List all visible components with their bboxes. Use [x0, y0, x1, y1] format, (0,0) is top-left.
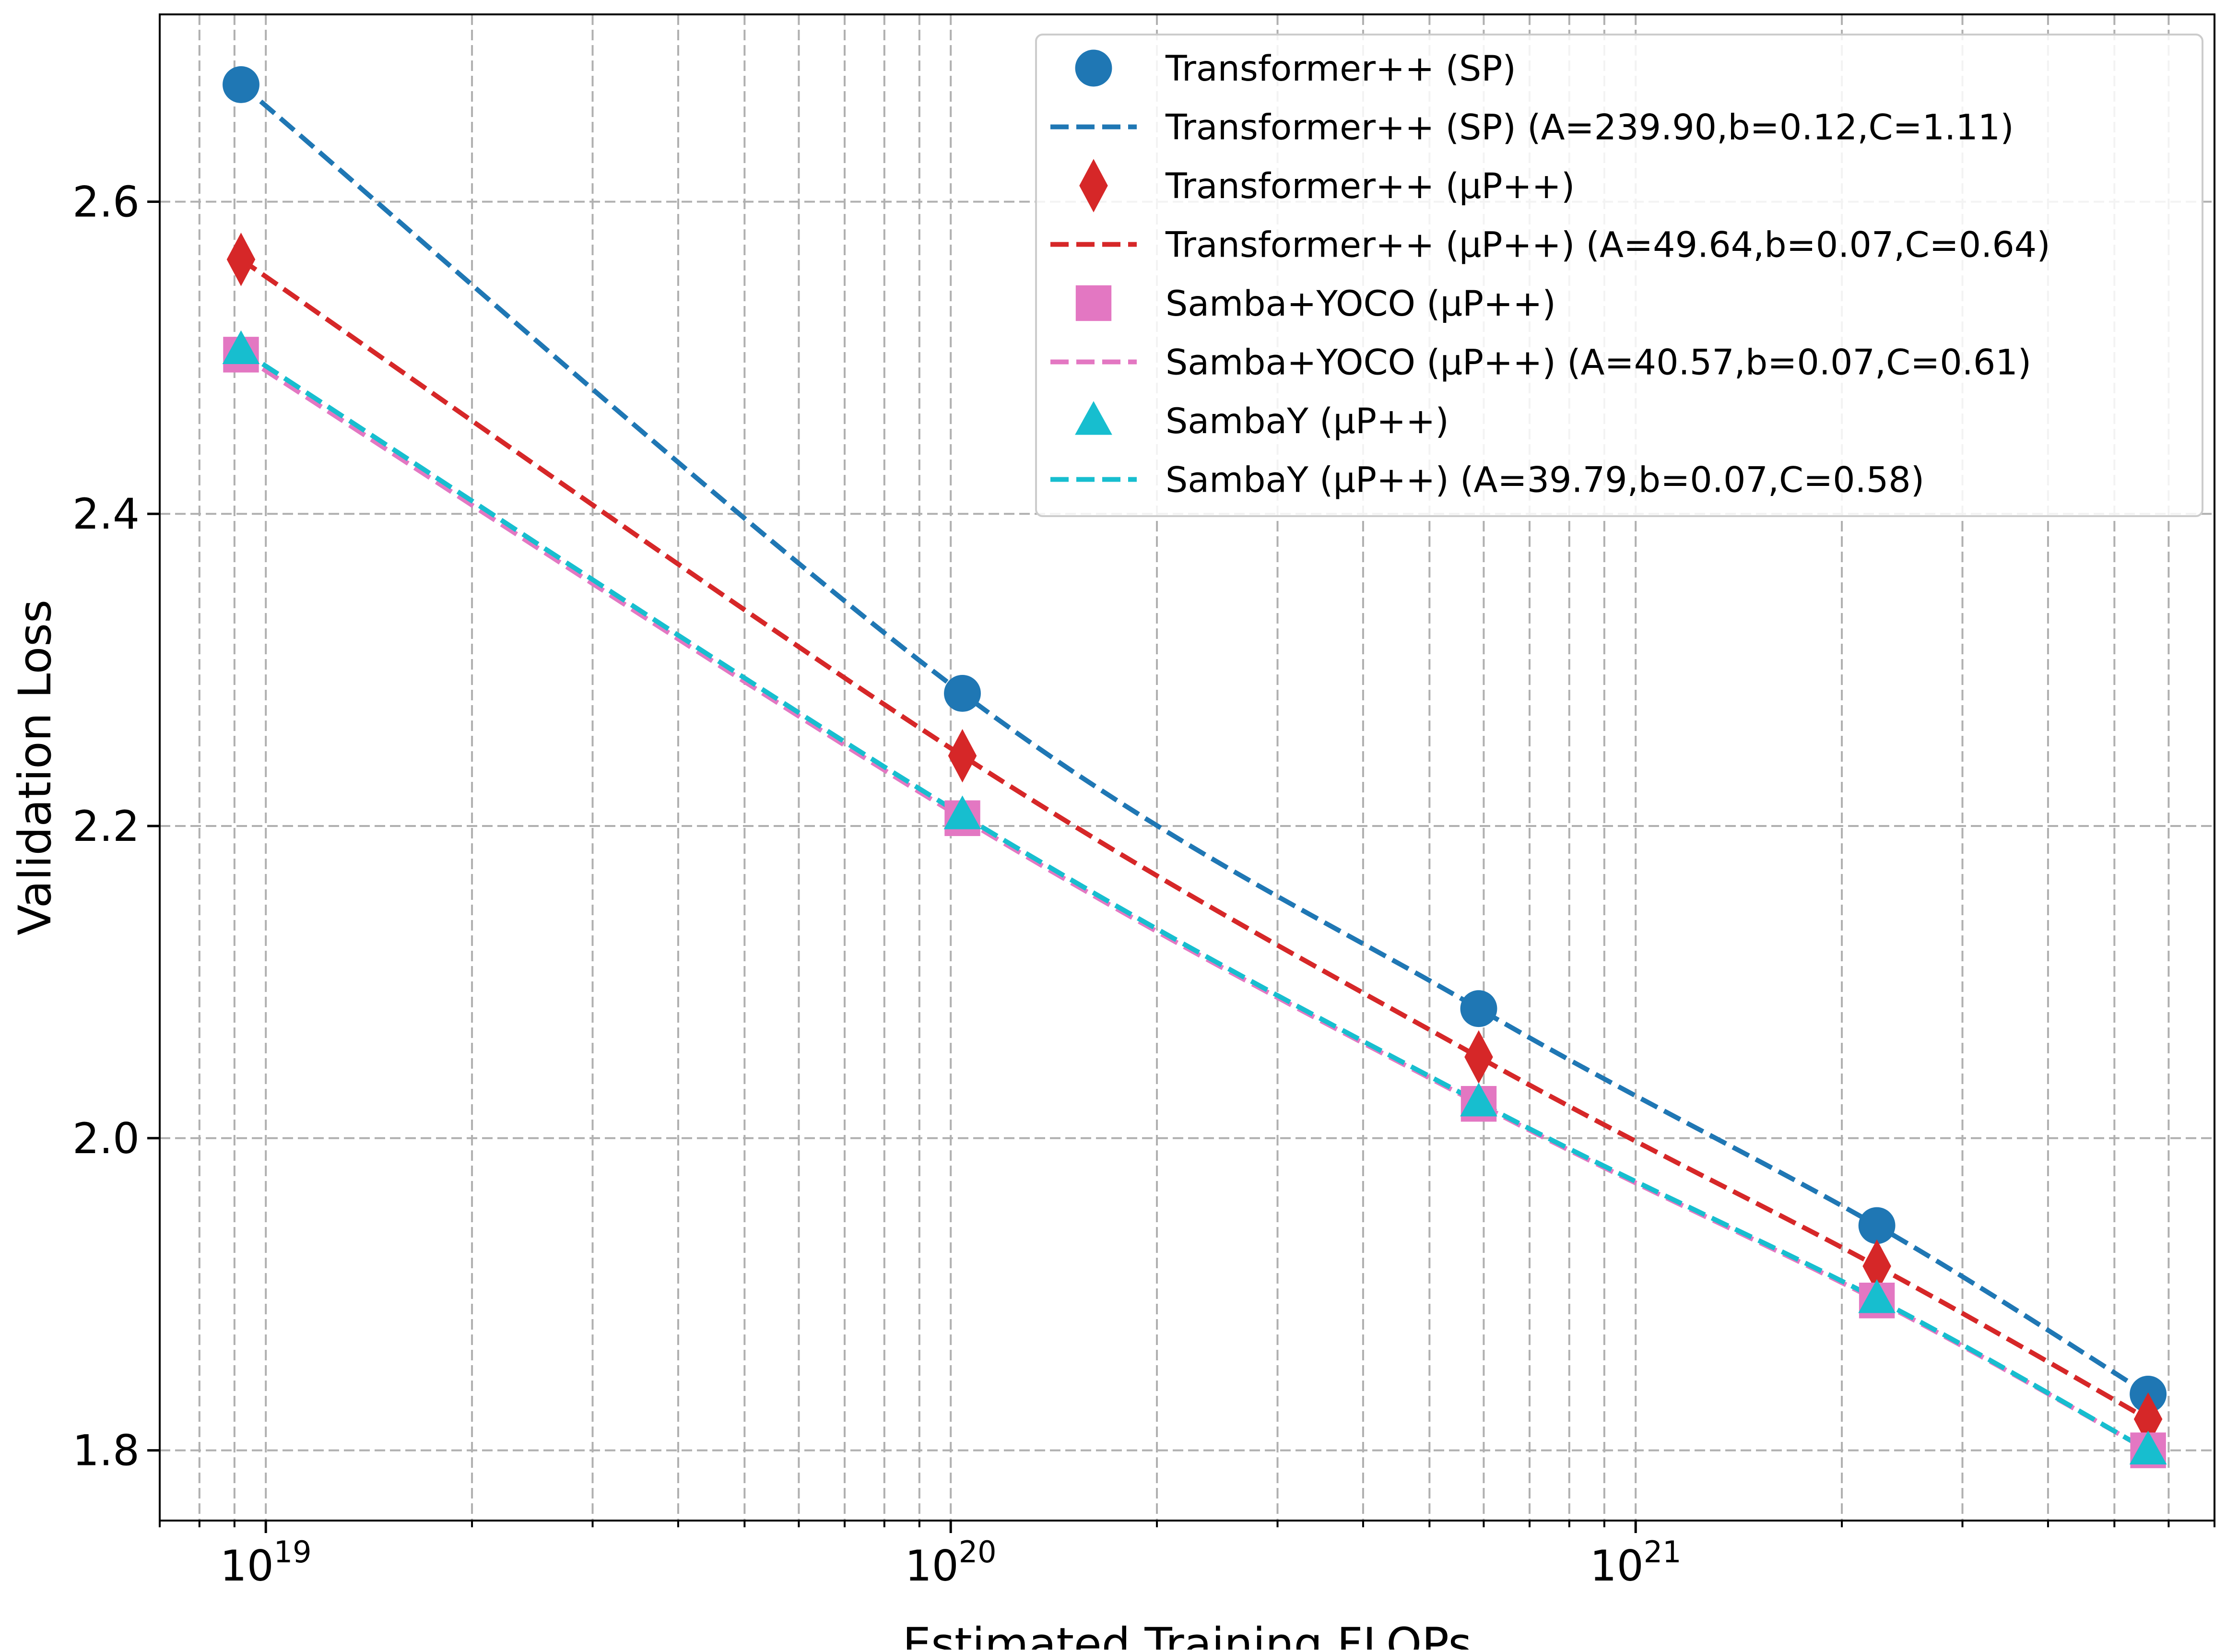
data-point-series-1	[226, 233, 256, 286]
legend-fit-label-series-3: SambaY (μP++) (A=39.79,b=0.07,C=0.58)	[1166, 460, 1924, 501]
data-point-series-3	[222, 330, 260, 365]
legend-label-series-3: SambaY (μP++)	[1166, 401, 1449, 442]
y-tick-label: 2.6	[72, 177, 140, 226]
data-point-series-1	[1862, 1239, 1891, 1293]
data-point-series-0	[1460, 990, 1497, 1027]
fit-line-series-0	[239, 83, 2150, 1396]
x-axis-label: Estimated Training FLOPs	[903, 1618, 1472, 1650]
fit-line-series-3	[239, 348, 2150, 1452]
data-point-series-3	[1858, 1279, 1896, 1313]
x-tick-label: 1019	[220, 1534, 312, 1591]
fit-line-series-1	[239, 257, 2150, 1421]
data-point-series-1	[2133, 1392, 2163, 1446]
legend-fit-label-series-0: Transformer++ (SP) (A=239.90,b=0.12,C=1.…	[1165, 107, 2014, 148]
data-point-series-3	[2129, 1430, 2167, 1465]
x-tick-label: 1020	[905, 1534, 997, 1591]
data-point-series-0	[223, 66, 259, 103]
plot-frame	[159, 13, 2215, 1522]
x-tick-label: 1021	[1590, 1534, 1682, 1591]
y-tick-label: 2.0	[72, 1114, 140, 1163]
legend-marker-series-2	[1075, 285, 1112, 321]
legend-marker-series-3	[1075, 401, 1112, 435]
data-point-series-0	[944, 675, 981, 712]
legend-box	[1035, 34, 2203, 517]
data-point-series-0	[1858, 1207, 1896, 1244]
legend-label-series-0: Transformer++ (SP)	[1165, 48, 1516, 89]
legend-marker-series-1	[1079, 159, 1108, 212]
fit-lines-layer	[239, 83, 2150, 1452]
legend-fit-label-series-2: Samba+YOCO (μP++) (A=40.57,b=0.07,C=0.61…	[1166, 342, 2031, 383]
tick-layer: 1.8 2.0 2.2 2.4 2.6 1019 1020 1021	[72, 177, 2215, 1591]
legend-fit-label-series-1: Transformer++ (μP++) (A=49.64,b=0.07,C=0…	[1165, 225, 2050, 266]
legend: Transformer++ (SP) Transformer++ (SP) (A=…	[1035, 34, 2203, 517]
data-point-series-1	[948, 729, 977, 783]
data-point-series-3	[1460, 1083, 1497, 1117]
legend-label-series-2: Samba+YOCO (μP++)	[1166, 283, 1556, 324]
y-axis-label: Validation Loss	[9, 600, 61, 935]
legend-label-series-1: Transformer++ (μP++)	[1165, 166, 1575, 207]
y-tick-label: 1.8	[72, 1426, 140, 1475]
data-point-series-3	[943, 795, 981, 829]
y-tick-label: 2.2	[72, 802, 140, 851]
data-markers-layer	[222, 66, 2167, 1468]
legend-marker-series-0	[1075, 49, 1112, 87]
y-tick-label: 2.4	[72, 489, 140, 539]
data-point-series-1	[1464, 1030, 1493, 1084]
